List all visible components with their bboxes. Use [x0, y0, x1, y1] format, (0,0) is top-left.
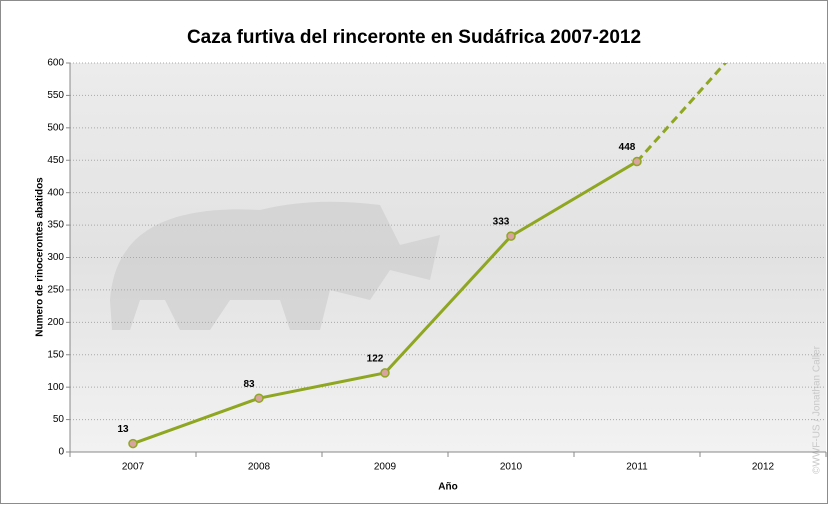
y-tick-label: 200 [47, 317, 64, 328]
y-tick-label: 100 [47, 382, 64, 393]
data-label: 448 [619, 142, 636, 153]
x-axis-label: Año [438, 482, 457, 493]
x-tick-label: 2007 [122, 462, 145, 473]
x-tick-label: 2011 [626, 462, 648, 473]
y-tick-label: 400 [47, 187, 64, 198]
x-tick-label: 2012 [752, 462, 775, 473]
chart: Caza furtiva del rinceronte en Sudáfrica… [0, 0, 828, 504]
y-tick-label: 50 [53, 414, 65, 425]
x-tick-label: 2008 [248, 462, 271, 473]
y-tick-label: 250 [47, 285, 64, 296]
data-label: 13 [117, 424, 129, 435]
y-tick-label: 150 [47, 349, 64, 360]
y-tick-label: 300 [47, 252, 64, 263]
y-tick-label: 350 [47, 220, 64, 231]
x-tick-label: 2010 [500, 462, 523, 473]
y-tick-label: 0 [58, 447, 64, 458]
y-axis-label: Numero de rinocerontes abatidos [35, 177, 46, 337]
data-label: 83 [243, 379, 255, 390]
chart-title: Caza furtiva del rinceronte en Sudáfrica… [187, 27, 641, 48]
y-tick-label: 600 [47, 58, 64, 69]
marker [633, 158, 641, 166]
marker [255, 394, 263, 402]
photo-credit: ©WWF-US / Jonathan Caller [812, 345, 823, 474]
data-label: 333 [493, 217, 510, 228]
marker [507, 232, 515, 240]
y-tick-label: 500 [47, 122, 64, 133]
data-label: 122 [367, 354, 384, 365]
x-tick-label: 2009 [374, 462, 397, 473]
marker [381, 369, 389, 377]
y-tick-label: 450 [47, 155, 64, 166]
y-tick-label: 550 [47, 90, 64, 101]
marker [129, 440, 137, 448]
